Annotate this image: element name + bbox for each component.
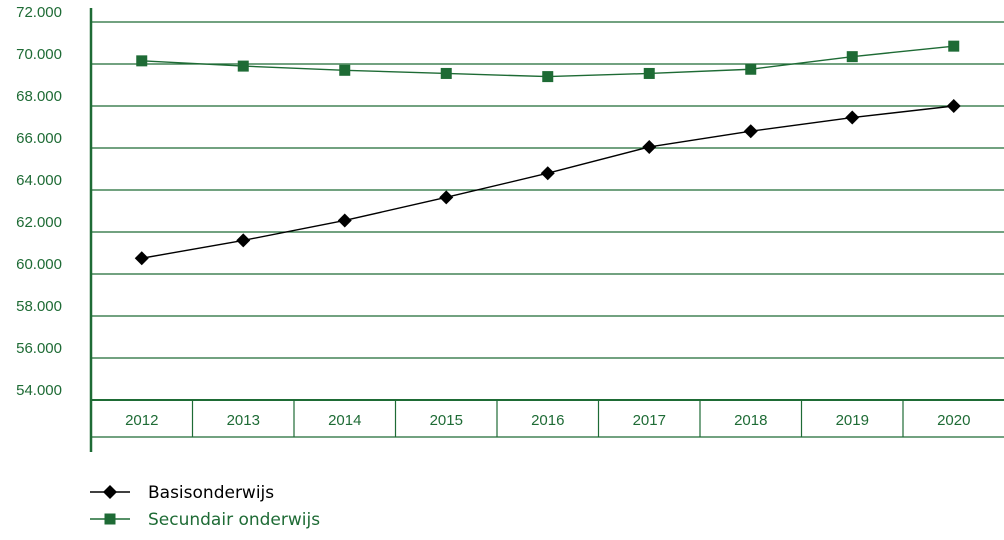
data-point [948,40,960,52]
x-tick-labels: 2012 2013 2014 2015 2016 2017 2018 2019 2020 [125,412,970,429]
data-point [337,213,352,228]
y-tick-labels: 54.000 56.000 58.000 60.000 62.000 64.000 66.0… [16,4,62,399]
y-tick-label: 64.000 [16,172,62,189]
data-point [643,67,655,79]
y-tick-label: 54.000 [16,382,62,399]
legend-marker [104,513,116,525]
data-point [136,55,148,67]
data-point [339,64,351,76]
data-point [440,67,452,79]
legend-label: Basisonderwijs [148,483,274,503]
x-tick-label: 2020 [937,412,970,429]
series [134,40,961,266]
series-1 [134,99,961,266]
data-point [237,60,249,72]
y-tick-label: 60.000 [16,256,62,273]
data-point [946,99,961,113]
x-tick-label: 2016 [531,412,564,429]
data-point [236,233,251,248]
x-tick-label: 2018 [734,412,767,429]
x-tick-label: 2012 [125,412,158,429]
axes [89,8,1004,452]
x-tick-label: 2013 [227,412,260,429]
data-point [642,139,657,154]
data-point [540,166,555,181]
data-point [542,71,554,83]
legend-marker [103,485,117,499]
data-point [845,110,860,125]
y-tick-label: 68.000 [16,88,62,105]
y-tick-label: 70.000 [16,46,62,63]
x-tick-label: 2017 [633,412,666,429]
y-tick-label: 58.000 [16,298,62,315]
y-tick-label: 66.000 [16,130,62,147]
data-point [743,124,758,139]
data-point [846,51,858,63]
series-2 [136,40,960,83]
legend-label: Secundair onderwijs [148,510,320,530]
legend-item: Secundair onderwijs [90,510,320,530]
legend: Basisonderwijs Secundair onderwijs [90,483,320,530]
data-point [134,251,149,266]
y-tick-label: 72.000 [16,4,62,21]
grid-lines [91,21,1004,401]
y-tick-label: 62.000 [16,214,62,231]
x-tick-label: 2015 [430,412,463,429]
data-point [745,63,757,75]
series-line [141,105,954,259]
y-tick-label: 56.000 [16,340,62,357]
data-point [439,190,454,205]
legend-item: Basisonderwijs [90,483,274,503]
x-tick-label: 2019 [836,412,869,429]
x-tick-label: 2014 [328,412,361,429]
